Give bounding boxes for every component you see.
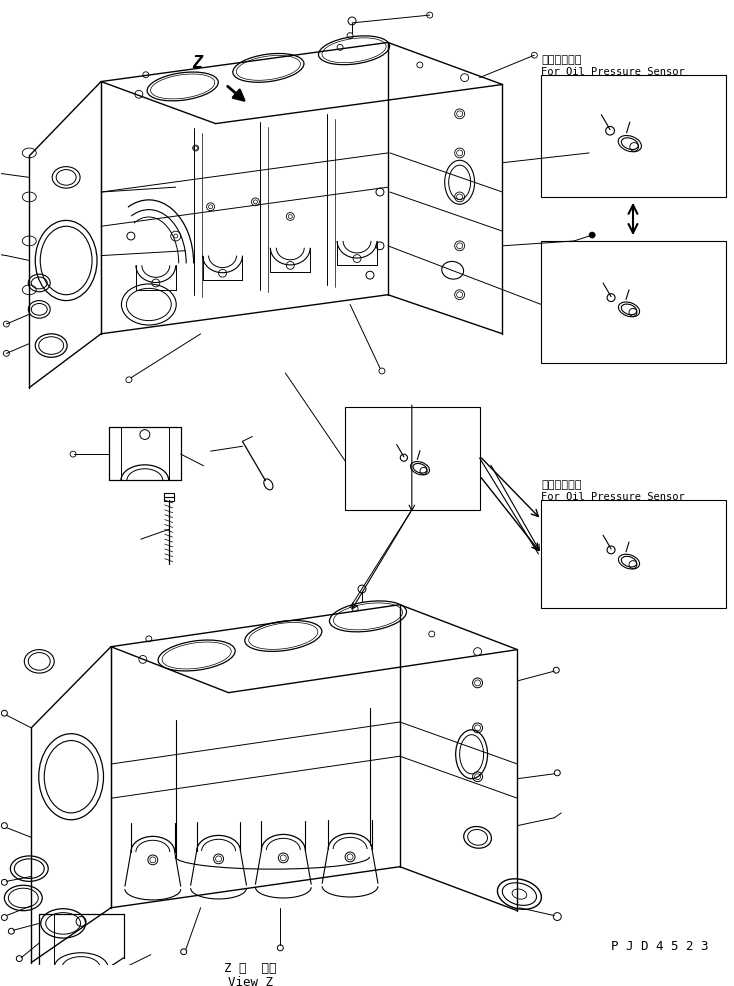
Text: View Z: View Z xyxy=(228,976,273,986)
Text: For Oil Pressure Sensor: For Oil Pressure Sensor xyxy=(542,67,685,77)
Bar xyxy=(542,500,726,607)
Bar xyxy=(542,75,726,197)
Text: Z 視  ・・: Z 視 ・・ xyxy=(224,962,277,975)
Text: Z: Z xyxy=(192,54,203,72)
Circle shape xyxy=(589,232,595,238)
Text: 油圧センサ用: 油圧センサ用 xyxy=(542,55,582,65)
Bar xyxy=(164,493,174,497)
Text: 油圧センサ用: 油圧センサ用 xyxy=(542,480,582,490)
Bar xyxy=(345,407,479,510)
Bar xyxy=(542,241,726,363)
Text: For Oil Pressure Sensor: For Oil Pressure Sensor xyxy=(542,492,685,502)
Circle shape xyxy=(553,913,562,921)
Text: P J D 4 5 2 3: P J D 4 5 2 3 xyxy=(611,940,709,952)
Bar xyxy=(164,495,174,501)
